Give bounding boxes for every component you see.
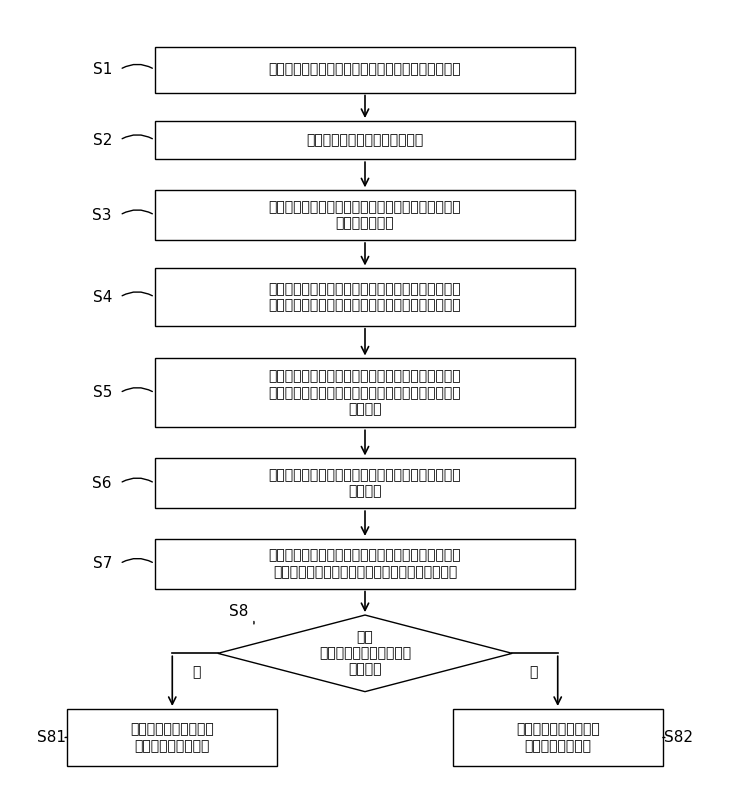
Text: 基于模拟环境风速和模拟环境温度，利用仿真工具进
行模拟仿真，得到烟气在水平方向及垂直方向的扩散
范围数据: 基于模拟环境风速和模拟环境温度，利用仿真工具进 行模拟仿真，得到烟气在水平方向及…: [269, 369, 461, 416]
Text: S4: S4: [93, 290, 112, 305]
Polygon shape: [218, 615, 512, 692]
Text: S3: S3: [93, 207, 112, 223]
Text: 根据建筑物有效高度、烟气在水平方向及垂直方向的
扩散范围数据，得到建筑物影响范围的等效圆柱体: 根据建筑物有效高度、烟气在水平方向及垂直方向的 扩散范围数据，得到建筑物影响范围…: [269, 548, 461, 579]
FancyBboxPatch shape: [155, 458, 575, 508]
Text: 根据烟气抬升高度范围，将烟气抬升高度最大值的环
境风速和环境温度作为模拟环境风速和模拟环境温度: 根据烟气抬升高度范围，将烟气抬升高度最大值的环 境风速和环境温度作为模拟环境风速…: [269, 282, 461, 312]
FancyBboxPatch shape: [453, 709, 663, 766]
Text: 根据环境风速、环境温度的范围及烟气数据，计算烟
气抬升高度范围: 根据环境风速、环境温度的范围及烟气数据，计算烟 气抬升高度范围: [269, 200, 461, 231]
Text: S81: S81: [36, 730, 66, 745]
FancyBboxPatch shape: [155, 358, 575, 428]
FancyBboxPatch shape: [155, 268, 575, 326]
FancyBboxPatch shape: [155, 190, 575, 240]
Text: S7: S7: [93, 556, 112, 571]
Text: S8: S8: [229, 604, 248, 618]
Text: S1: S1: [93, 62, 112, 77]
FancyBboxPatch shape: [155, 539, 575, 589]
Text: S6: S6: [93, 476, 112, 491]
Text: 获取机场障碍物限制面信息、建筑物高度和烟气数据: 获取机场障碍物限制面信息、建筑物高度和烟气数据: [269, 62, 461, 77]
Text: 获取环境风速和环境温度的范围: 获取环境风速和环境温度的范围: [307, 133, 423, 147]
Text: 根据建筑物高度和烟气抬升高度最大值，计算建筑物
有效高度: 根据建筑物高度和烟气抬升高度最大值，计算建筑物 有效高度: [269, 468, 461, 499]
Text: 是: 是: [193, 666, 201, 679]
FancyBboxPatch shape: [67, 709, 277, 766]
Text: S82: S82: [664, 730, 694, 745]
Text: S5: S5: [93, 385, 112, 401]
Text: 等效
圆柱体是否超过机场障碍
物限制面: 等效 圆柱体是否超过机场障碍 物限制面: [319, 630, 411, 677]
FancyBboxPatch shape: [155, 121, 575, 160]
Text: 得到未达到机场净空符
合性评估条件的结果: 得到未达到机场净空符 合性评估条件的结果: [131, 722, 214, 753]
Text: S2: S2: [93, 132, 112, 148]
FancyBboxPatch shape: [155, 46, 575, 93]
Text: 否: 否: [529, 666, 537, 679]
Text: 得到达到机场净空符合
性评估条件的结果: 得到达到机场净空符合 性评估条件的结果: [516, 722, 599, 753]
